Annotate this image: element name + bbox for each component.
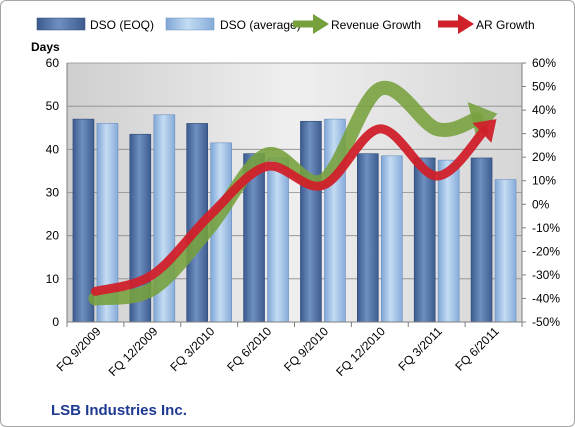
series-line-ar-growth [90, 124, 489, 296]
company-name: LSB Industries Inc. [51, 402, 187, 419]
bar-dso-eoq [300, 120, 322, 323]
y-tick-labels: 0 10 20 30 40 50 60 [46, 56, 60, 329]
lines-layer [88, 80, 498, 306]
series-arrowhead-ar-growth [472, 119, 497, 143]
x-tick-label: FQ 12/2010 [333, 324, 388, 379]
y2-tick-label: -40% [532, 291, 560, 305]
bar-dso-eoq [413, 157, 436, 323]
legend-swatch-revenue-growth-arrow [293, 14, 329, 34]
y-tick-label: 30 [46, 186, 60, 200]
x-tick-label: FQ 6/2010 [224, 324, 274, 374]
y2-tick-label: -10% [532, 221, 560, 235]
y2-tick-label: 40% [532, 103, 556, 117]
y2-tick-label: -30% [532, 268, 560, 282]
legend-label-dso-average: DSO (average) [220, 18, 301, 32]
bar-dso-eoq [470, 157, 493, 323]
bar-dso-average [267, 157, 289, 323]
legend-swatch-dso-average [165, 17, 215, 31]
bar-dso-eoq [357, 153, 379, 323]
series-arrowhead-revenue-growth [467, 102, 498, 139]
y-tick-label: 20 [46, 229, 60, 243]
x-tick-labels: FQ 9/2009 FQ 12/2009 FQ 3/2010 FQ 6/2010 FQ … [54, 324, 502, 379]
legend-label-ar-growth: AR Growth [476, 18, 535, 32]
y2-tick-label: 50% [532, 80, 556, 94]
legend-swatch-dso-eoq [36, 17, 86, 31]
series-line-revenue-growth [88, 80, 484, 306]
y2-tick-label: 0% [532, 197, 550, 211]
y2-tick-label: -50% [532, 315, 560, 329]
x-tick-label: FQ 3/2011 [395, 324, 445, 374]
legend: DSO (EOQ) DSO (average) Revenue Growth A… [36, 14, 535, 34]
bar-dso-average [381, 155, 403, 323]
y-tick-label: 10 [46, 272, 60, 286]
y-axis-title: Days [31, 40, 60, 54]
y2-tick-label: 20% [532, 150, 556, 164]
x-tick-label: FQ 9/2010 [281, 324, 331, 374]
legend-label-revenue-growth: Revenue Growth [331, 18, 421, 32]
y-tick-label: 50 [46, 99, 60, 113]
legend-label-dso-eoq: DSO (EOQ) [90, 18, 154, 32]
x-tick-label: FQ 12/2009 [106, 324, 161, 379]
y-tick-label: 0 [52, 315, 59, 329]
bar-dso-average [437, 159, 460, 323]
y2-tick-label: -20% [532, 244, 560, 258]
x-tick-label: FQ 3/2010 [167, 324, 217, 374]
bar-dso-average [494, 179, 517, 323]
y2-tick-label: 30% [532, 127, 556, 141]
y-tick-label: 60 [46, 56, 60, 70]
y2-tick-label: 10% [532, 174, 556, 188]
y2-tick-label: 60% [532, 56, 556, 70]
x-tick-label: FQ 6/2011 [452, 324, 502, 374]
y-tick-label: 40 [46, 142, 60, 156]
x-tick-label: FQ 9/2009 [54, 324, 104, 374]
axes-layer [66, 62, 526, 327]
y2-tick-labels: -50% -40% -30% -20% -10% 0% 10% 20% 30% 40% 50% 60% [532, 56, 560, 329]
legend-swatch-ar-growth-arrow [438, 14, 474, 34]
bar-dso-eoq [72, 118, 95, 323]
